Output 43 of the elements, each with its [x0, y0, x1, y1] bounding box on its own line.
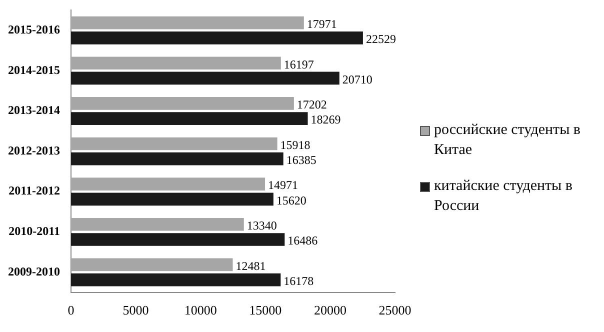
x-tick-label: 20000 [314, 302, 346, 318]
data-label: 13340 [246, 218, 277, 233]
data-label: 16486 [288, 234, 318, 248]
y-tick-label: 2013-2014 [8, 103, 60, 118]
data-label: 22529 [366, 32, 396, 46]
x-tick-label: 0 [68, 302, 74, 318]
bar [70, 233, 285, 246]
data-label: 16197 [284, 57, 314, 72]
bar [70, 16, 304, 30]
x-tick-label: 15000 [249, 302, 282, 318]
data-label: 17202 [296, 98, 327, 112]
data-label: 15918 [280, 138, 310, 152]
y-tick-label: 2014-2015 [8, 62, 60, 77]
data-label: 18269 [310, 112, 341, 127]
x-tick-label: 25000 [378, 302, 412, 318]
bar [70, 112, 308, 125]
data-label: 16385 [286, 153, 316, 168]
data-label: 14971 [268, 178, 298, 192]
data-label: 12481 [236, 258, 266, 273]
data-label: 17971 [306, 16, 337, 31]
bar [70, 72, 340, 85]
bar [70, 137, 278, 150]
data-label: 16178 [284, 274, 314, 288]
bar [70, 192, 274, 206]
data-label: 20710 [342, 72, 372, 86]
legend-label: китайские студенты в России [434, 177, 574, 216]
bar [70, 31, 363, 44]
y-tick-label: 2015-2016 [8, 22, 60, 36]
bar [70, 178, 266, 190]
bar [70, 273, 281, 286]
legend-label: российские студенты в Китае [434, 121, 582, 160]
y-tick-label: 2011-2012 [8, 184, 60, 198]
y-tick-label: 2009-2010 [8, 264, 60, 278]
x-tick-label: 10000 [184, 302, 217, 318]
bar [70, 97, 294, 110]
x-tick-label: 5000 [122, 302, 149, 318]
y-tick-label: 2010-2011 [8, 224, 60, 238]
bar [70, 258, 233, 272]
bar [70, 56, 281, 70]
bar [70, 218, 244, 231]
bar [70, 152, 284, 166]
data-label: 15620 [276, 193, 306, 208]
y-tick-label: 2012-2013 [8, 143, 60, 158]
